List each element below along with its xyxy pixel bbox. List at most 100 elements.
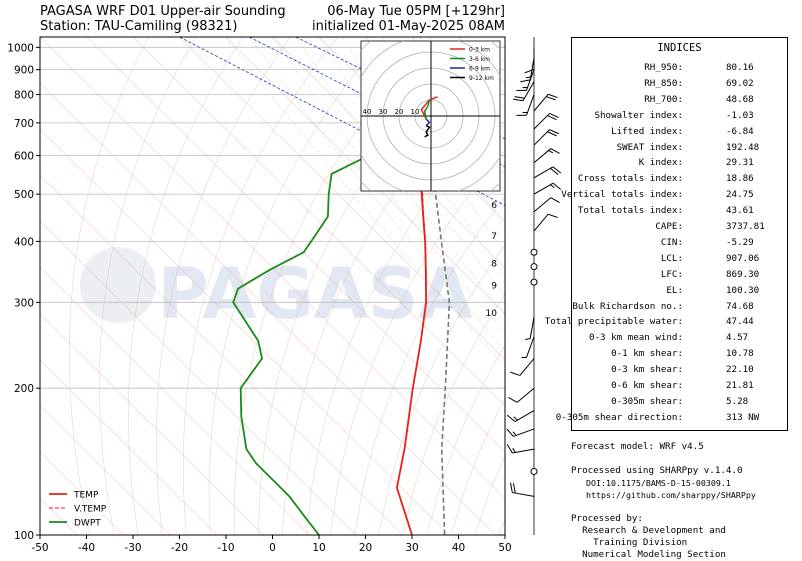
index-value: 10.78 [726, 348, 754, 359]
index-label: CIN: [661, 237, 683, 248]
x-tick-label: 10 [312, 542, 325, 554]
y-tick-label: 500 [14, 189, 34, 201]
wind-calm-circle [531, 264, 537, 270]
x-tick-label: -30 [124, 542, 141, 554]
wind-barb-flag [507, 444, 512, 453]
footer-line: DOI:10.1175/BAMS-D-15-00309.1 [571, 477, 801, 489]
footer-line [571, 453, 801, 465]
wind-barb-staff [534, 113, 550, 129]
index-value: 29.31 [726, 157, 754, 168]
index-value: -6.84 [726, 126, 754, 137]
wind-barb-flag [548, 214, 557, 217]
y-tick-label: 900 [14, 65, 34, 77]
wind-barb-staff [526, 337, 534, 358]
wind-barb-flag [550, 185, 554, 188]
height-km-label: 10 [486, 309, 498, 319]
wind-barb-flag [526, 77, 531, 78]
index-label: 0-305m shear: [611, 396, 683, 407]
index-value: -5.29 [726, 237, 754, 248]
x-tick-label: -50 [31, 542, 48, 554]
index-label: RH_850: [644, 78, 683, 89]
x-tick-label: 20 [359, 542, 372, 554]
index-value: 43.61 [726, 205, 754, 216]
y-tick-label: 800 [14, 90, 34, 102]
wind-barb-flag [510, 372, 519, 375]
x-tick-label: -10 [217, 542, 234, 554]
y-tick-label: 400 [14, 236, 34, 248]
wind-barb-flag [513, 99, 523, 101]
index-label: K index: [639, 157, 683, 168]
index-label: 0-3 km mean wind: [589, 332, 683, 343]
index-label: Vertical totals index: [561, 189, 683, 200]
wind-barb-staff [534, 214, 548, 231]
footer-line [571, 501, 801, 513]
index-label: 0-1 km shear: [611, 348, 683, 359]
x-tick-label: 30 [405, 542, 418, 554]
wind-barb-flag [553, 167, 561, 173]
hodograph-ring-label: 20 [395, 108, 404, 116]
index-value: 24.75 [726, 189, 754, 200]
wind-barb-flag [520, 80, 530, 82]
index-label: 0-6 km shear: [611, 380, 683, 391]
index-label: Cross totals index: [578, 173, 683, 184]
isotherm [0, 37, 31, 535]
index-value: 48.68 [726, 94, 754, 105]
wind-barb-staff [534, 130, 550, 146]
index-value: 100.30 [726, 285, 759, 296]
index-label: RH_700: [644, 94, 683, 105]
index-value: 22.10 [726, 364, 754, 375]
wind-barb-staff [526, 95, 534, 116]
footer-line: Processed by: [571, 513, 801, 525]
wind-barb-staff [530, 317, 534, 339]
wind-barb-staff [534, 167, 553, 178]
x-tick-label: -20 [171, 542, 188, 554]
hodograph-ring-label: 30 [379, 108, 388, 116]
wind-barb-flag [513, 432, 516, 436]
legend-label: V.TEMP [74, 505, 107, 515]
y-tick-label: 700 [14, 118, 34, 130]
index-value: 3737.81 [726, 221, 765, 232]
wind-barb-flag [513, 448, 516, 452]
index-label: Showalter index: [594, 110, 683, 121]
wind-barb-flag [507, 429, 514, 437]
hodograph-legend-label: 9-12 km [469, 75, 494, 82]
index-value: 69.02 [726, 78, 754, 89]
footer-line: Numerical Modeling Section [571, 549, 801, 561]
index-label: RH_950: [644, 62, 683, 73]
x-tick-label: 40 [452, 542, 465, 554]
index-label: SWEAT index: [617, 142, 683, 153]
wind-barb-flag [508, 397, 517, 402]
wind-barb-column [507, 37, 561, 535]
index-value: 74.68 [726, 301, 754, 312]
legend-label: DWPT [74, 519, 101, 529]
height-km-label: 6 [491, 201, 497, 211]
wind-calm-circle [531, 279, 537, 285]
x-tick-label: 0 [269, 542, 276, 554]
index-value: 47.44 [726, 316, 754, 327]
footer-text: Forecast model: WRF v4.5 Processed using… [571, 441, 801, 561]
wind-barb-staff [534, 149, 551, 163]
wind-calm-circle [531, 249, 537, 255]
footer-line: Training Division [571, 537, 801, 549]
index-label: Lifted index: [611, 126, 683, 137]
footer-line: Research & Development and [571, 525, 801, 537]
wind-barb-flag [553, 183, 561, 189]
wind-barb-flag [525, 339, 530, 340]
footer-line: Processed using SHARPpy v.1.4.0 [571, 465, 801, 477]
index-value: 4.57 [726, 332, 748, 343]
wind-barb-staff [512, 493, 534, 497]
y-tick-label: 1000 [7, 42, 34, 54]
wind-barb-staff [515, 411, 534, 422]
hodograph-legend-label: 3-6 km [469, 56, 490, 63]
y-tick-label: 100 [14, 530, 34, 542]
wind-barb-staff [513, 429, 534, 437]
wind-barb-staff [520, 359, 534, 376]
isotherm [0, 37, 77, 535]
wind-barb-flag [550, 168, 558, 174]
wind-barb-flag [549, 150, 553, 152]
wind-calm-circle [531, 468, 537, 474]
wind-barb-staff [534, 198, 551, 212]
wind-barb-flag [513, 483, 515, 493]
y-tick-label: 300 [14, 297, 34, 309]
